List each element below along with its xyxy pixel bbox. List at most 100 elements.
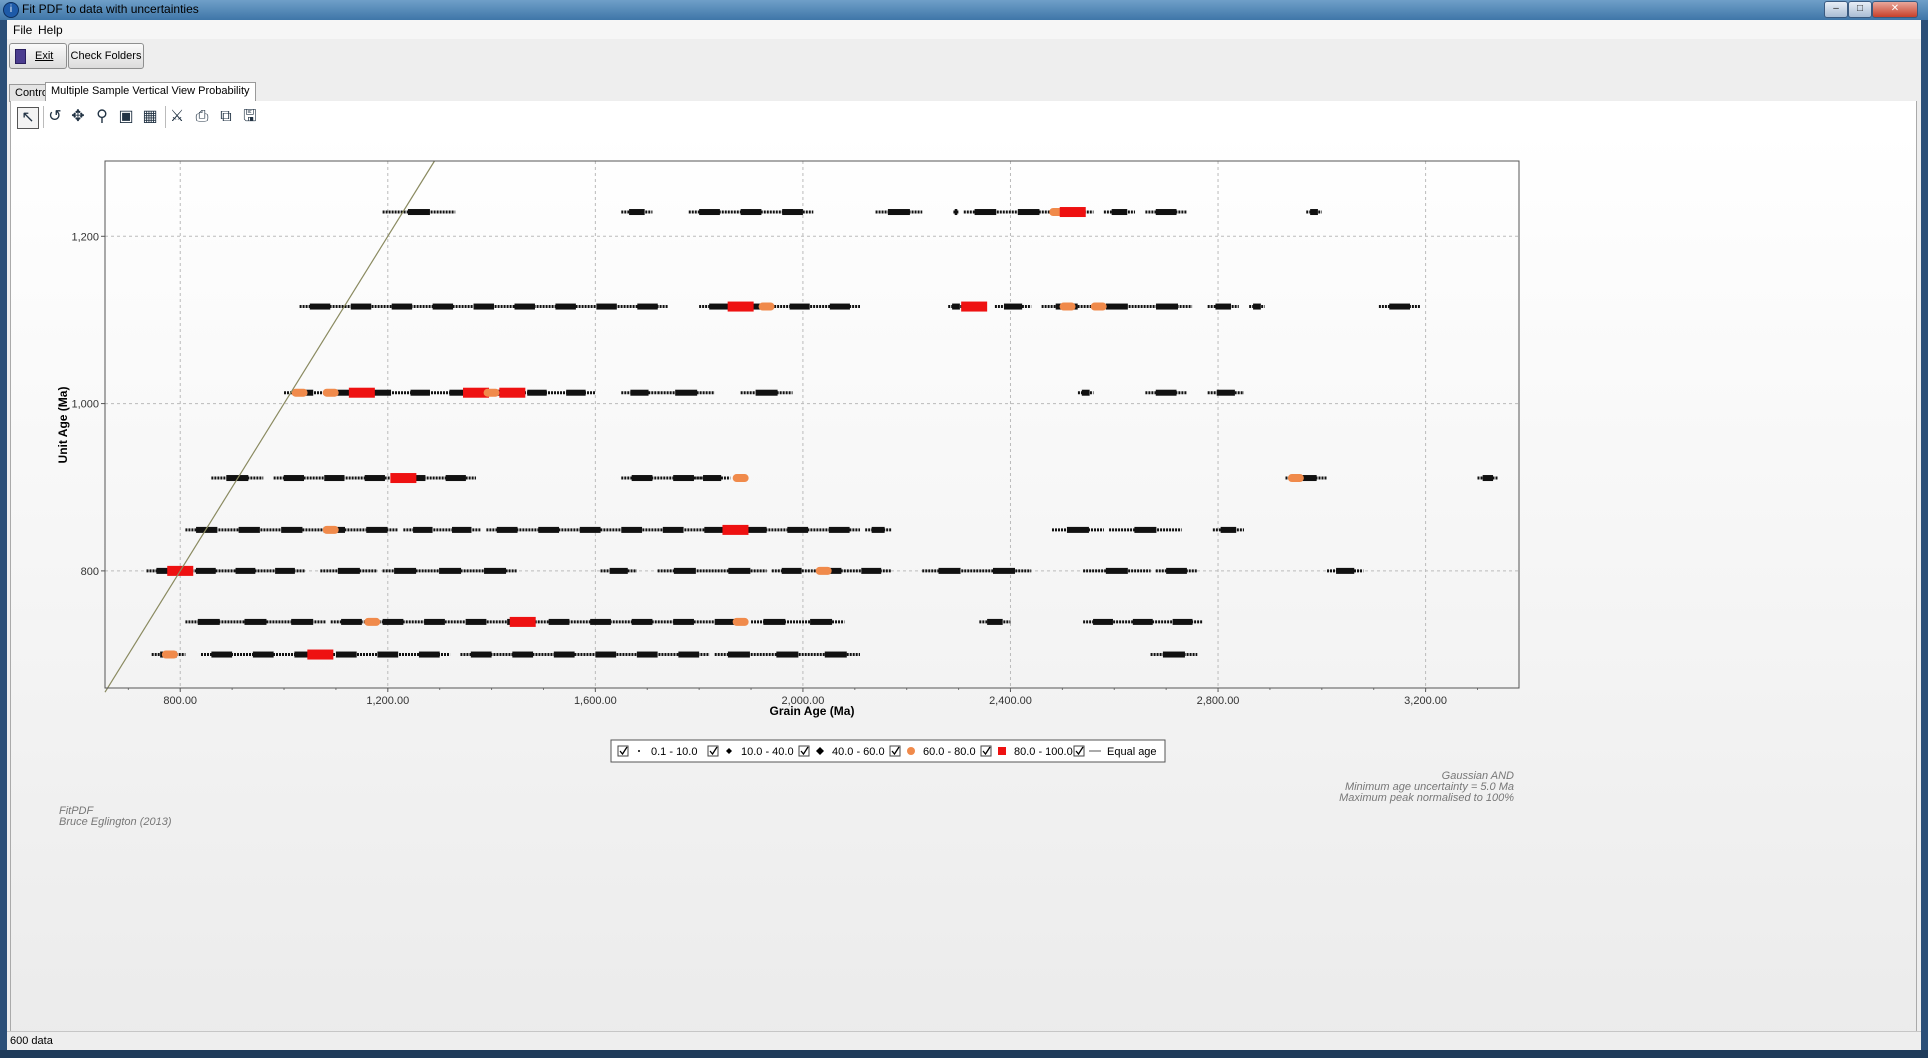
maximize-button[interactable]: □: [1848, 1, 1872, 18]
probability-band-mid: [887, 209, 910, 216]
menu-bar: File Help: [7, 20, 1921, 39]
peak-marker-mid: [1059, 302, 1076, 311]
probability-band-mid: [538, 526, 560, 533]
probability-band-mid: [1336, 567, 1355, 574]
probability-band-mid: [630, 389, 649, 396]
probability-band-mid: [364, 475, 385, 482]
probability-band-mid: [291, 618, 314, 625]
copy-icon[interactable]: ⧉: [220, 108, 232, 125]
probability-band-mid: [156, 567, 177, 574]
peak-marker-mid: [815, 566, 832, 575]
peak-marker-mid: [1287, 474, 1304, 483]
peak-marker-mid: [732, 474, 749, 483]
taskbar: [0, 1050, 1928, 1058]
properties-icon[interactable]: ⚔: [169, 108, 185, 125]
table-icon[interactable]: ▦: [142, 108, 158, 125]
probability-band-mid: [1162, 651, 1185, 658]
probability-band-mid: [954, 209, 958, 216]
probability-band-mid: [699, 209, 720, 216]
probability-band-mid: [1105, 303, 1128, 310]
probability-band-mid: [678, 651, 700, 658]
equal-age-line-path: [104, 160, 436, 693]
probability-band-mid: [341, 618, 362, 625]
probability-band-mid: [740, 209, 762, 216]
series-row: [211, 473, 1499, 484]
probability-band-mid: [1295, 475, 1317, 482]
series-row: [284, 387, 1244, 398]
probability-band-mid: [763, 618, 786, 625]
probability-band-mid: [673, 475, 694, 482]
x-tick-label: 1,600.00: [574, 695, 617, 707]
legend-check-mark: [982, 746, 991, 756]
save-icon[interactable]: 🖫: [243, 108, 257, 125]
probability-band-mid: [211, 651, 233, 658]
y-axis-label: Unit Age (Ma): [56, 387, 70, 464]
probability-band-mid: [938, 567, 961, 574]
probability-band-mid: [496, 526, 518, 533]
zoom-icon[interactable]: ⚲: [96, 108, 108, 125]
probability-band-mid: [861, 567, 882, 574]
probability-band-mid: [391, 303, 413, 310]
probability-band-mid: [366, 526, 388, 533]
probability-band-mid: [631, 475, 653, 482]
probability-band-mid: [952, 303, 960, 310]
probability-band-mid: [548, 618, 570, 625]
probability-band-mid: [824, 651, 847, 658]
probability-band-mid: [703, 475, 722, 482]
legend-checkbox: [1073, 745, 1085, 757]
probability-band-mid: [350, 303, 372, 310]
probability-band-mid: [776, 651, 799, 658]
x-tick-label: 2,800.00: [1197, 695, 1240, 707]
legend-marker: [816, 747, 824, 755]
peak-marker-mid: [161, 650, 178, 659]
probability-band-mid: [1081, 389, 1090, 396]
app-icon[interactable]: i: [3, 2, 19, 18]
zoom-to-fit-icon[interactable]: ▣: [118, 108, 134, 125]
probability-band-mid: [662, 526, 684, 533]
legend-check-mark: [1075, 746, 1084, 756]
print-icon[interactable]: ⎙: [195, 108, 209, 125]
peak-marker-mid: [322, 388, 339, 397]
x-tick-label: 1,200.00: [366, 695, 409, 707]
probability-band-mid: [337, 567, 360, 574]
plot-panel: 800.00 1,200.00 1,600.00 2,000.00 2,400.00 2,…: [10, 131, 1917, 1047]
check-folders-button[interactable]: Check Folders: [68, 43, 144, 69]
probability-band-mid: [309, 303, 331, 310]
probability-band-mid: [197, 618, 220, 625]
probability-band-mid: [782, 209, 803, 216]
probability-band-mid: [1111, 209, 1128, 216]
menu-file[interactable]: File: [13, 23, 33, 37]
exit-icon: [15, 49, 26, 64]
plot-area[interactable]: [104, 160, 1520, 689]
probability-band-mid: [787, 526, 809, 533]
legend-checkbox: [798, 745, 810, 757]
probability-band-mid: [675, 389, 698, 396]
probability-band-mid: [1166, 567, 1187, 574]
probability-band-mid: [1155, 389, 1177, 396]
axis-ticks: 800.00 1,200.00 1,600.00 2,000.00 2,400.00 2,…: [71, 231, 1478, 707]
y-tick-label: 1,000: [71, 399, 99, 411]
legend-label: 80.0 - 100.0: [1014, 746, 1073, 758]
exit-button[interactable]: Exit: [9, 43, 67, 69]
peak-marker-high: [1059, 207, 1086, 218]
peak-marker-high: [499, 387, 526, 398]
probability-band-mid: [810, 618, 833, 625]
normalisation-annotation: Maximum peak normalised to 100%: [1339, 792, 1514, 804]
probability-chart[interactable]: 800.00 1,200.00 1,600.00 2,000.00 2,400.00 2,…: [11, 131, 1916, 1047]
tab-multiple-sample-vertical-view-probability[interactable]: Multiple Sample Vertical View Probabilit…: [45, 82, 256, 102]
peak-marker-high: [463, 387, 490, 398]
chart-toolbar: ↖ ↺ ✥ ⚲ ▣ ▦ ⚔ ⎙ ⧉ 🖫: [10, 101, 1917, 131]
probability-band-mid: [1105, 567, 1128, 574]
undo-icon[interactable]: ↺: [48, 108, 62, 125]
close-button[interactable]: ✕: [1872, 1, 1918, 18]
legend-label: 40.0 - 60.0: [832, 746, 885, 758]
probability-band-mid: [407, 209, 430, 216]
pointer-icon[interactable]: ↖: [17, 107, 39, 129]
menu-help[interactable]: Help: [38, 23, 63, 37]
probability-band-mid: [449, 389, 469, 396]
probability-band-mid: [755, 389, 778, 396]
minimize-button[interactable]: –: [1824, 1, 1848, 18]
pan-icon[interactable]: ✥: [71, 108, 85, 125]
probability-band-mid: [621, 526, 643, 533]
probability-band-mid: [1155, 209, 1177, 216]
